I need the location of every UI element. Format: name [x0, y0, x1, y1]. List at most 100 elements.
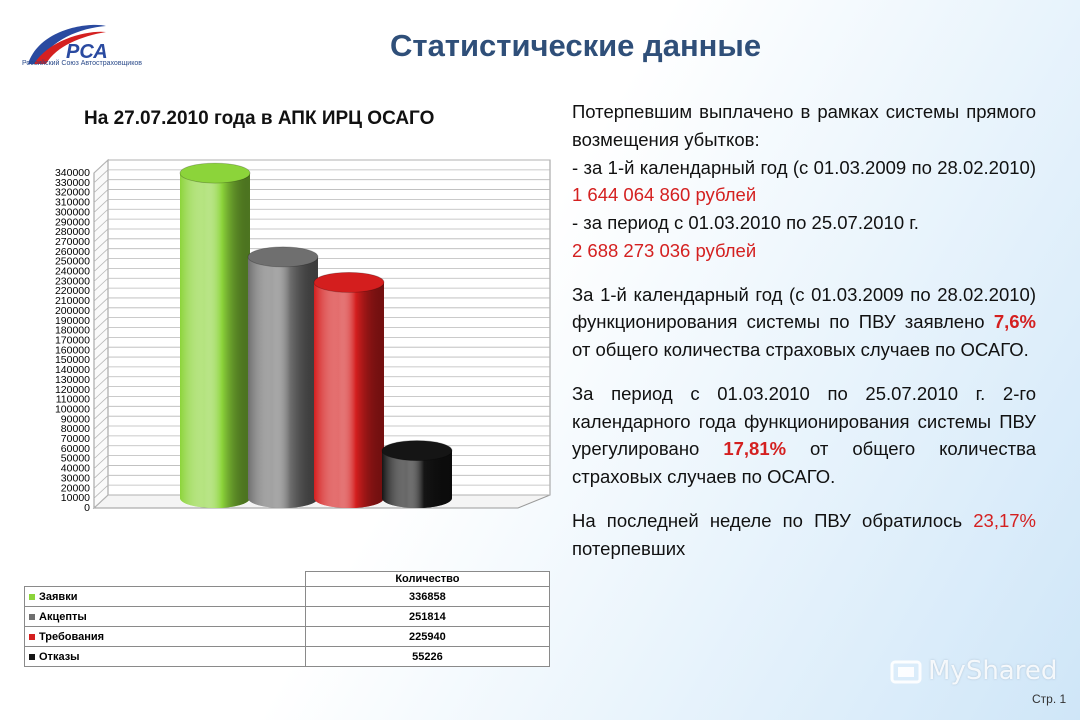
watermark-icon — [890, 660, 922, 684]
percent-last-week: 23,17% — [973, 509, 1037, 531]
table-header-row: Количество — [24, 571, 551, 587]
bar-3 — [313, 271, 385, 508]
gridline-side — [93, 218, 109, 233]
gridline-side — [93, 346, 109, 361]
bar-top — [247, 246, 319, 268]
bar-shading — [382, 450, 452, 508]
y-tick-label: 230000 — [55, 275, 90, 287]
chart-title: На 27.07.2010 года в АПК ИРЦ ОСАГО — [84, 108, 435, 129]
text-settled: За период с 01.03.2010 по 25.07.2010 г. … — [572, 382, 1036, 460]
gridline-side — [93, 327, 109, 341]
gridline-side — [93, 376, 109, 391]
chart-bars — [179, 162, 453, 508]
y-tick-label: 290000 — [55, 216, 90, 228]
text-settled-end: от общего количества страховых случаев п… — [572, 438, 1037, 487]
gridline-side — [93, 455, 109, 469]
bar-4 — [381, 440, 453, 508]
gridline-side — [93, 189, 109, 203]
paragraph-last-week: На последней неделе по ПВУ обратилось 23… — [572, 507, 1036, 563]
gridline-side — [93, 169, 109, 184]
text-payments-period: - за период с 01.03.2010 по 25.07.2010 г… — [572, 212, 919, 233]
gridline-side — [93, 465, 109, 479]
y-tick-label: 60000 — [61, 443, 90, 455]
y-tick-label: 10000 — [61, 492, 90, 504]
text-last-week: На последней неделе по ПВУ обратилось — [572, 509, 963, 531]
logo-caption: Российский Союз Автостраховщиков — [22, 60, 142, 67]
paragraph-declared: За 1-й календарный год (с 01.03.2009 по … — [572, 281, 1036, 364]
page-number: Стр. 1 — [1032, 692, 1067, 706]
y-axis-ticks: 0100002000030000400005000060000700008000… — [55, 167, 90, 514]
y-tick-label: 150000 — [55, 354, 90, 366]
text-payments-year1: - за 1-й календарный год (с 01.03.2009 п… — [572, 156, 1036, 178]
y-tick-label: 220000 — [55, 285, 90, 297]
statistics-text: Потерпевшим выплачено в рамках системы п… — [572, 98, 1036, 578]
gridline-side — [93, 425, 109, 440]
gridline-side — [93, 179, 109, 193]
category-label: Требования — [39, 630, 105, 643]
gridline-side — [93, 297, 109, 312]
gridline-side — [93, 356, 109, 371]
table-cell-value: 55226 — [304, 646, 551, 667]
bar-shading — [180, 173, 250, 508]
table-row: Акцепты 251814 — [24, 606, 551, 627]
category-label: Акцепты — [39, 610, 87, 623]
gridline-side — [93, 494, 109, 509]
gridline-side — [93, 228, 109, 243]
gridline-side — [93, 159, 109, 174]
gridline-side — [93, 337, 109, 351]
legend-swatch-black — [29, 653, 35, 660]
table-cell-category: Требования — [24, 626, 306, 647]
text-payments-intro: Потерпевшим выплачено в рамках системы п… — [572, 101, 1036, 150]
gridline-side — [93, 406, 109, 420]
y-tick-label: 180000 — [55, 325, 90, 337]
y-tick-label: 130000 — [55, 374, 90, 386]
table-row: Заявки 336858 — [24, 586, 551, 607]
table-cell-value: 336858 — [304, 586, 551, 607]
category-label: Заявки — [39, 590, 78, 603]
legend-swatch-green — [29, 593, 35, 600]
y-tick-label: 30000 — [61, 472, 90, 484]
gridline-side — [93, 277, 109, 292]
paragraph-settled: За период с 01.03.2010 по 25.07.2010 г. … — [572, 380, 1036, 491]
y-tick-label: 240000 — [55, 266, 90, 278]
gridline-side — [93, 435, 109, 450]
table-cell-value: 225940 — [304, 626, 551, 647]
y-tick-label: 100000 — [55, 403, 90, 415]
text-last-week-end: потерпевших — [572, 537, 686, 559]
y-tick-label: 160000 — [55, 344, 90, 356]
gridline-side — [93, 238, 109, 253]
bar-shading — [314, 282, 384, 508]
amount-period: 2 688 273 036 рублей — [572, 239, 757, 261]
table-cell-category: Заявки — [24, 586, 306, 607]
gridline-side — [93, 396, 109, 410]
y-tick-label: 80000 — [61, 423, 90, 435]
gridline-side — [93, 208, 109, 223]
y-tick-label: 330000 — [55, 177, 90, 189]
page-title: Статистические данные — [390, 28, 762, 63]
y-tick-label: 110000 — [56, 394, 90, 406]
y-tick-label: 190000 — [55, 315, 90, 327]
gridline-side — [93, 258, 109, 272]
gridline-side — [93, 445, 109, 460]
gridline-side — [93, 199, 109, 213]
table-cell-value: 251814 — [304, 606, 551, 627]
table-row: Требования 225940 — [24, 626, 551, 647]
gridline-side — [93, 484, 109, 499]
y-tick-label: 70000 — [61, 433, 90, 445]
table-row: Отказы 55226 — [24, 646, 551, 667]
gridline-side — [93, 268, 109, 282]
bar-top — [313, 271, 385, 293]
watermark-text: MyShared — [928, 656, 1058, 686]
gridline-side — [93, 475, 109, 489]
y-tick-label: 250000 — [55, 256, 90, 268]
y-tick-label: 200000 — [55, 305, 90, 317]
text-declared-end: от общего количества страховых случаев п… — [572, 339, 1029, 360]
legend-swatch-red — [29, 633, 35, 640]
bar-2 — [247, 246, 319, 508]
svg-text:РСА: РСА — [66, 41, 108, 63]
gridline-side — [93, 248, 109, 262]
y-tick-label: 40000 — [61, 463, 90, 475]
rsa-logo: РСА — [28, 24, 108, 64]
table-corner — [24, 571, 306, 587]
y-tick-label: 310000 — [55, 197, 90, 209]
